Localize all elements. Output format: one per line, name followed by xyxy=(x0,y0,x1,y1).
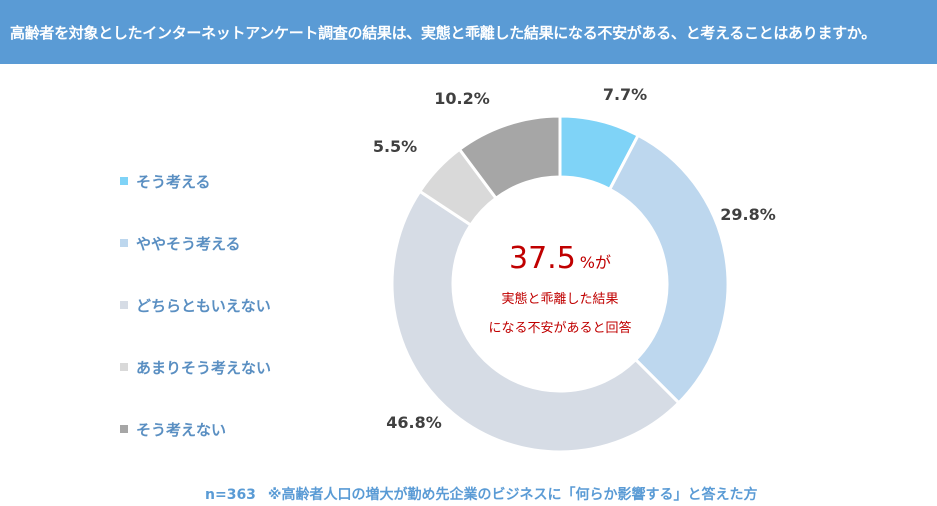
center-line-1: 実態と乖離した結果 xyxy=(501,291,618,307)
donut-slice xyxy=(390,189,681,454)
legend-label: ややそう考える xyxy=(136,234,241,253)
legend-label: どちらともいえない xyxy=(136,296,271,315)
slice-value-label: 46.8% xyxy=(386,413,442,432)
footnote-note: ※高齢者人口の増大が勤め先企業のビジネスに「何らか影響する」と答えた方 xyxy=(267,487,758,503)
legend-swatch xyxy=(120,239,128,247)
center-annotation: 37.5 %が 実態と乖離した結果 になる不安があると回答 xyxy=(488,241,631,336)
center-suffix: %が xyxy=(580,253,611,272)
slice-value-label: 5.5% xyxy=(373,137,417,156)
donut-slices xyxy=(390,114,730,454)
slice-labels: 7.7% 29.8% 46.8% 5.5% 10.2% xyxy=(373,85,776,432)
legend-item: どちらともいえない xyxy=(120,274,271,336)
donut-slice xyxy=(607,133,730,405)
legend-swatch xyxy=(120,177,128,185)
donut-slice xyxy=(457,114,562,201)
footnote: n=363 ※高齢者人口の増大が勤め先企業のビジネスに「何らか影響する」と答えた方 xyxy=(205,484,770,504)
chart-legend: そう考える ややそう考える どちらともいえない あまりそう考えない そう考えない xyxy=(120,150,271,460)
legend-label: あまりそう考えない xyxy=(136,358,272,377)
legend-swatch xyxy=(120,363,128,371)
legend-item: あまりそう考えない xyxy=(120,336,271,398)
legend-label: そう考えない xyxy=(136,420,227,439)
center-line-2: になる不安があると回答 xyxy=(488,320,631,336)
center-percentage: 37.5 %が xyxy=(509,241,611,276)
legend-item: ややそう考える xyxy=(120,212,271,274)
legend-item: そう考えない xyxy=(120,398,271,460)
center-value: 37.5 xyxy=(509,241,576,276)
legend-swatch xyxy=(120,425,128,433)
slice-value-label: 29.8% xyxy=(720,205,776,224)
legend-item: そう考える xyxy=(120,150,271,212)
question-title: 高齢者を対象としたインターネットアンケート調査の結果は、実態と乖離した結果になる… xyxy=(10,23,876,42)
header-bar: 高齢者を対象としたインターネットアンケート調査の結果は、実態と乖離した結果になる… xyxy=(0,0,937,64)
slice-value-label: 10.2% xyxy=(434,89,490,108)
legend-swatch xyxy=(120,301,128,309)
slice-value-label: 7.7% xyxy=(603,85,647,104)
sample-size: n=363 xyxy=(205,487,256,503)
legend-label: そう考える xyxy=(136,172,211,191)
